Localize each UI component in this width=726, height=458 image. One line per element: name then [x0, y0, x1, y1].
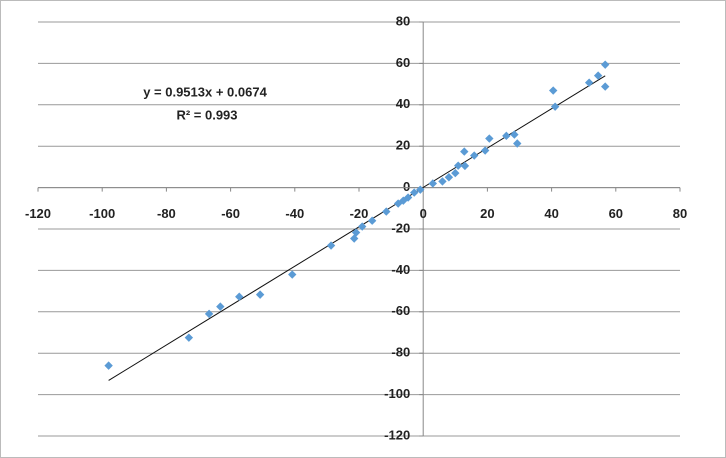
x-tick-label: -40 — [285, 206, 304, 221]
data-point — [393, 199, 403, 208]
y-tick-label: 0 — [403, 179, 410, 194]
data-point — [438, 177, 447, 186]
trendline-equation: y = 0.9513x + 0.0674 — [143, 84, 267, 99]
data-point — [204, 309, 214, 319]
trendline — [108, 75, 606, 381]
data-point — [601, 60, 610, 69]
x-tick-label: 60 — [609, 206, 623, 221]
data-point — [351, 228, 361, 237]
x-tick-label: 0 — [420, 206, 427, 221]
data-point — [510, 130, 519, 139]
data-point — [502, 131, 511, 141]
y-tick-label: -20 — [391, 220, 410, 235]
data-point — [367, 216, 377, 225]
data-point — [235, 292, 244, 301]
x-tick-label: 20 — [480, 206, 494, 221]
data-point — [601, 82, 610, 91]
data-point — [288, 270, 297, 279]
data-point — [104, 361, 113, 370]
data-point — [403, 193, 413, 202]
y-tick-label: -100 — [384, 386, 410, 401]
data-point — [593, 71, 603, 80]
data-point — [416, 185, 425, 194]
data-point — [549, 86, 558, 95]
y-tick-label: 20 — [396, 138, 410, 153]
data-point — [382, 207, 391, 216]
y-tick-label: -80 — [391, 345, 410, 360]
y-tick-label: -60 — [391, 303, 410, 318]
data-point — [584, 78, 594, 87]
data-point — [460, 147, 469, 156]
x-tick-label: -120 — [25, 206, 51, 221]
x-tick-label: 80 — [673, 206, 687, 221]
x-tick-label: -80 — [157, 206, 176, 221]
data-point — [485, 134, 494, 143]
data-point — [255, 290, 265, 299]
data-point — [550, 102, 560, 111]
y-tick-label: 60 — [396, 55, 410, 70]
x-tick-label: 40 — [544, 206, 558, 221]
y-tick-label: -120 — [384, 427, 410, 442]
x-tick-label: -20 — [350, 206, 369, 221]
data-point — [453, 161, 463, 170]
data-point — [326, 241, 336, 250]
y-tick-label: -40 — [391, 262, 410, 277]
y-tick-label: 80 — [396, 13, 410, 28]
x-tick-label: -100 — [89, 206, 115, 221]
data-point — [184, 333, 194, 342]
data-point — [444, 173, 454, 182]
data-point — [460, 161, 470, 171]
data-point — [358, 222, 367, 231]
data-point — [480, 146, 490, 155]
data-point — [513, 139, 522, 148]
trendline-r2: R² = 0.993 — [176, 107, 237, 122]
data-point — [470, 151, 479, 160]
data-point — [451, 168, 460, 178]
y-tick-label: 40 — [396, 96, 410, 111]
data-point — [410, 188, 419, 197]
data-point — [216, 302, 225, 311]
data-point — [349, 234, 359, 243]
data-point — [428, 179, 438, 188]
x-tick-label: -60 — [221, 206, 240, 221]
